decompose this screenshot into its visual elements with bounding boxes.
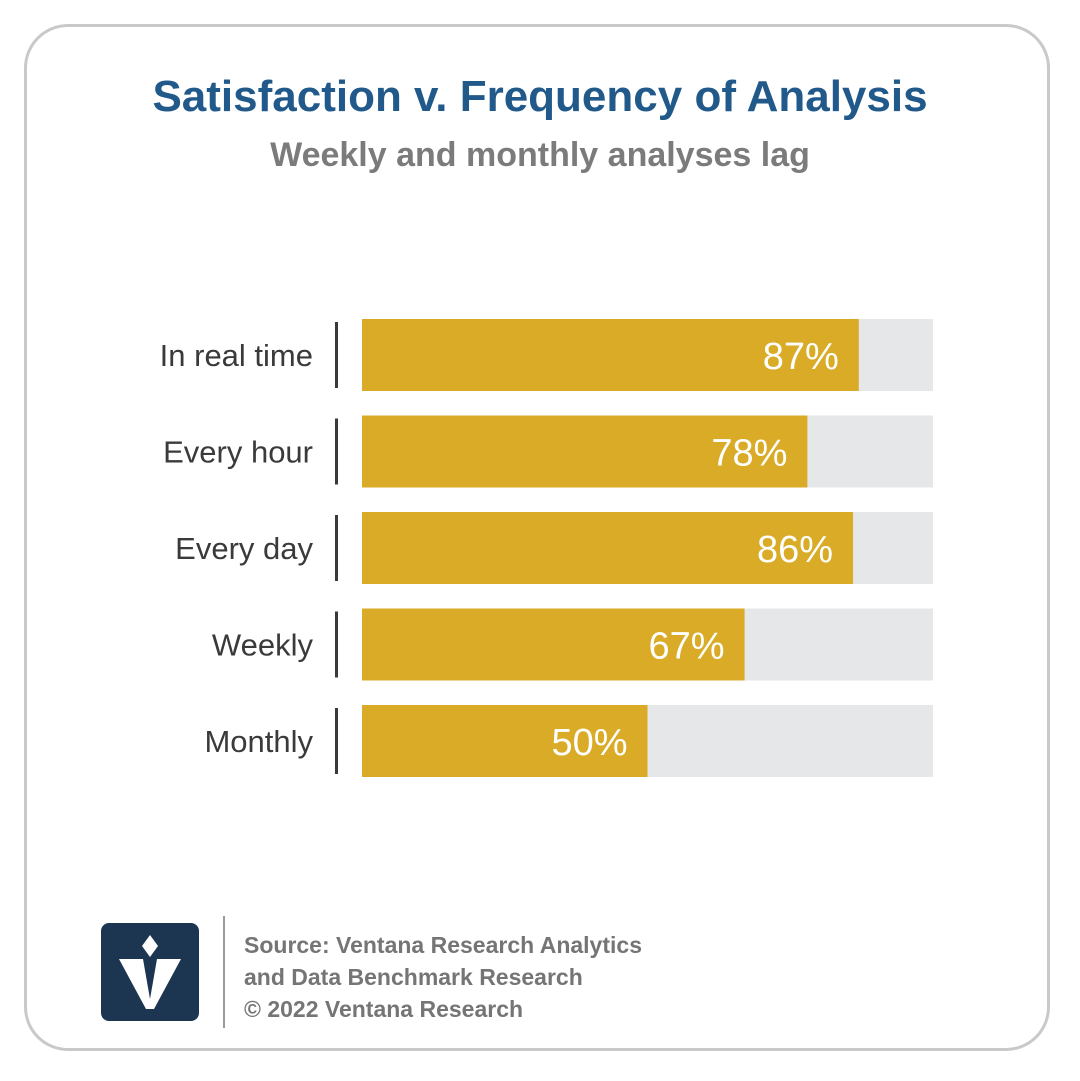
source-line-2: and Data Benchmark Research: [244, 964, 583, 990]
value-label: 86%: [757, 529, 833, 571]
value-label: 67%: [649, 626, 725, 668]
ventana-v-logo-icon: [101, 923, 199, 1021]
bar: [362, 319, 859, 391]
category-tick: [335, 515, 338, 581]
category-label: Every day: [175, 531, 313, 566]
category-label: Weekly: [212, 628, 314, 663]
bar: [362, 608, 745, 681]
category-tick: [335, 418, 338, 485]
category-tick: [335, 708, 338, 774]
category-label: Every hour: [163, 435, 313, 470]
chart-title: Satisfaction v. Frequency of Analysis: [152, 72, 928, 121]
value-label: 87%: [763, 336, 839, 378]
footer-divider: [223, 916, 225, 1028]
category-tick: [335, 322, 338, 388]
chart-subtitle: Weekly and monthly analyses lag: [270, 136, 810, 174]
source-line-1: Source: Ventana Research Analytics: [244, 932, 642, 958]
source-note: Source: Ventana Research Analytics and D…: [244, 929, 642, 1025]
category-label: In real time: [160, 338, 313, 373]
value-label: 78%: [711, 433, 787, 475]
value-label: 50%: [551, 722, 627, 764]
bar: [362, 415, 808, 488]
source-line-3: © 2022 Ventana Research: [244, 996, 524, 1022]
category-label: Monthly: [204, 724, 313, 759]
bar: [362, 705, 648, 777]
bar: [362, 512, 854, 584]
category-tick: [335, 611, 338, 678]
